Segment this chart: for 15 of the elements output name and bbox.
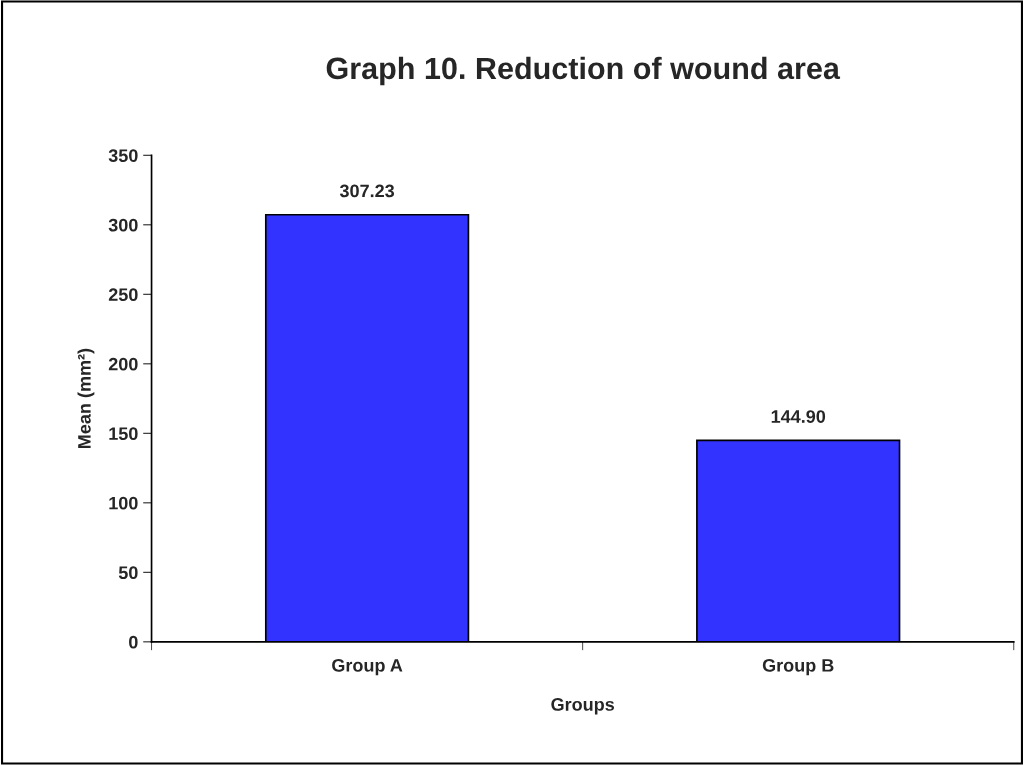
- y-axis-title: Mean (mm²): [77, 348, 95, 449]
- data-label: 307.23: [339, 184, 395, 198]
- x-axis-title: Groups: [551, 698, 615, 715]
- data-label: 144.90: [771, 410, 826, 423]
- x-tick-label: Group A: [332, 658, 403, 676]
- y-tick-label: 150: [109, 427, 138, 441]
- y-tick-label: 200: [108, 357, 138, 371]
- chart-title: Graph 10. Reduction of wound area: [326, 56, 841, 86]
- y-tick-label: 50: [118, 566, 138, 580]
- y-tick-label: 250: [108, 288, 138, 302]
- y-tick-label: 350: [108, 149, 138, 163]
- y-tick-label: 300: [108, 218, 138, 232]
- y-tick-label: 0: [129, 635, 138, 649]
- x-tick-label: Group B: [762, 658, 834, 676]
- y-tick-label: 100: [109, 496, 138, 510]
